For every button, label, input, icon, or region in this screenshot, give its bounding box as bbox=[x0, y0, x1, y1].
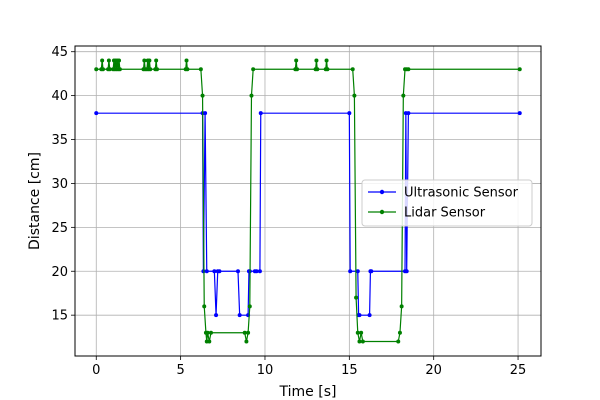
x-tick-label: 0 bbox=[92, 363, 100, 378]
data-point bbox=[355, 330, 360, 335]
data-point bbox=[367, 313, 372, 318]
data-point bbox=[217, 269, 222, 274]
data-point bbox=[347, 111, 352, 116]
data-point bbox=[406, 111, 411, 116]
data-point bbox=[314, 58, 319, 63]
data-point bbox=[295, 67, 300, 72]
data-point bbox=[94, 111, 99, 116]
data-point bbox=[294, 58, 299, 63]
data-point bbox=[254, 269, 259, 274]
legend-marker bbox=[379, 189, 385, 195]
data-point bbox=[251, 67, 256, 72]
x-axis-label: Time [s] bbox=[279, 384, 337, 400]
legend-marker bbox=[379, 209, 385, 215]
data-point bbox=[107, 67, 112, 72]
data-point bbox=[357, 339, 362, 344]
series-1 bbox=[94, 58, 522, 344]
data-point bbox=[517, 111, 522, 116]
data-point bbox=[360, 339, 365, 344]
data-point bbox=[207, 339, 212, 344]
data-point bbox=[244, 339, 249, 344]
data-point bbox=[517, 67, 522, 72]
data-point bbox=[315, 67, 320, 72]
data-point bbox=[94, 67, 99, 72]
data-point bbox=[355, 269, 360, 274]
x-tick-label: 5 bbox=[176, 363, 184, 378]
legend-label: Lidar Sensor bbox=[404, 206, 486, 221]
x-tick-label: 20 bbox=[425, 363, 442, 378]
data-point bbox=[242, 330, 247, 335]
y-axis-label: Distance [cm] bbox=[27, 152, 43, 250]
data-point bbox=[198, 67, 203, 72]
data-point bbox=[399, 304, 404, 309]
data-point bbox=[147, 58, 152, 63]
data-point bbox=[208, 330, 213, 335]
data-point bbox=[117, 58, 122, 63]
data-point bbox=[142, 58, 147, 63]
plot-frame bbox=[74, 45, 542, 357]
data-point bbox=[237, 313, 242, 318]
data-point bbox=[258, 111, 263, 116]
data-point bbox=[154, 67, 159, 72]
y-tick-label: 35 bbox=[51, 133, 68, 148]
y-tick-label: 15 bbox=[51, 309, 68, 324]
data-point bbox=[117, 67, 122, 72]
data-point bbox=[324, 58, 329, 63]
data-point bbox=[106, 58, 111, 63]
legend-entry: Ultrasonic Sensor bbox=[368, 186, 519, 201]
y-tick-label: 45 bbox=[51, 45, 68, 60]
series-layer bbox=[94, 58, 522, 344]
data-point bbox=[200, 93, 205, 98]
data-point bbox=[101, 67, 106, 72]
data-point bbox=[350, 67, 355, 72]
data-point bbox=[249, 93, 254, 98]
data-point bbox=[348, 269, 353, 274]
data-point bbox=[257, 269, 262, 274]
data-point bbox=[184, 58, 189, 63]
data-point bbox=[401, 93, 406, 98]
x-tick-label: 25 bbox=[510, 363, 527, 378]
data-point bbox=[246, 330, 251, 335]
data-point bbox=[148, 67, 153, 72]
legend: Ultrasonic Sensor Lidar Sensor bbox=[361, 179, 533, 227]
data-point bbox=[352, 93, 357, 98]
data-point bbox=[214, 313, 219, 318]
data-point bbox=[100, 58, 105, 63]
y-tick-label: 20 bbox=[51, 265, 68, 280]
legend-entry: Lidar Sensor bbox=[368, 206, 486, 221]
y-tick-label: 40 bbox=[51, 89, 68, 104]
data-point bbox=[212, 269, 217, 274]
data-point bbox=[325, 67, 330, 72]
data-point bbox=[354, 295, 359, 300]
y-ticks: 15 20 25 30 35 40 45 bbox=[51, 45, 75, 324]
data-point bbox=[247, 304, 252, 309]
data-point bbox=[203, 111, 208, 116]
data-point bbox=[406, 67, 411, 72]
data-point bbox=[396, 339, 401, 344]
data-point bbox=[202, 304, 207, 309]
data-point bbox=[235, 269, 240, 274]
data-point bbox=[204, 269, 209, 274]
data-point bbox=[404, 269, 409, 274]
x-ticks: 0 5 10 15 20 25 bbox=[92, 356, 526, 378]
data-point bbox=[357, 313, 362, 318]
y-tick-label: 30 bbox=[51, 177, 68, 192]
legend-box bbox=[361, 179, 533, 227]
x-tick-label: 10 bbox=[257, 363, 274, 378]
x-tick-label: 15 bbox=[341, 363, 358, 378]
data-point bbox=[154, 58, 159, 63]
y-tick-label: 25 bbox=[51, 221, 68, 236]
data-point bbox=[205, 330, 210, 335]
data-point bbox=[185, 67, 190, 72]
data-point bbox=[397, 330, 402, 335]
legend-label: Ultrasonic Sensor bbox=[404, 186, 519, 201]
data-point bbox=[359, 330, 364, 335]
series-0 bbox=[94, 111, 522, 318]
data-point bbox=[369, 269, 374, 274]
